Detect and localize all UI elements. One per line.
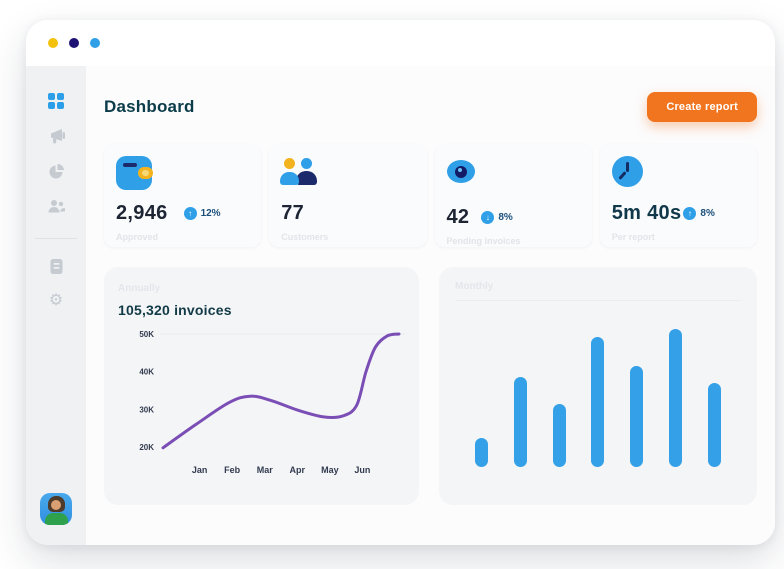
delta-badge: ↓ 8%	[481, 211, 513, 224]
annual-line-chart: 50K 40K 30K 20K Jan Feb Mar Apr May Jun	[139, 330, 405, 475]
stat-card-approved[interactable]: 2,946 ↑ 12% Approved	[104, 144, 262, 247]
sidebar-item-customers[interactable]	[45, 195, 67, 217]
svg-text:Jan: Jan	[192, 465, 208, 475]
app-window: ⚙ Dashboard Create report	[26, 20, 775, 545]
svg-text:30K: 30K	[139, 405, 154, 414]
megaphone-icon	[50, 128, 65, 143]
delta-percent: 8%	[700, 208, 715, 219]
document-icon	[50, 258, 62, 274]
sidebar-item-settings[interactable]: ⚙	[45, 290, 67, 312]
monthly-chart-card[interactable]: Monthly	[439, 267, 757, 505]
arrow-up-icon: ↑	[683, 207, 697, 220]
sidebar-item-invoices[interactable]	[45, 255, 67, 277]
svg-text:Mar: Mar	[257, 465, 274, 475]
stat-value: 5m 40s	[611, 202, 682, 224]
sidebar-item-analytics[interactable]	[45, 160, 67, 182]
svg-text:May: May	[321, 465, 339, 475]
annual-chart-subtitle: Annually	[118, 283, 161, 294]
delta-badge: ↑ 12%	[183, 207, 221, 220]
svg-text:Jun: Jun	[354, 465, 370, 475]
monthly-chart-divider	[455, 300, 741, 301]
bar	[669, 329, 683, 467]
sidebar: ⚙	[26, 66, 86, 545]
annual-chart-title: 105,320 invoices	[118, 302, 232, 318]
avatar-face	[51, 500, 61, 510]
stat-value: 77	[281, 202, 305, 224]
annual-chart-card[interactable]: Annually 105,320 invoices 50K 40K 30K 20K Ja…	[104, 267, 419, 505]
stat-card-customers[interactable]: 77 Customers	[269, 144, 427, 247]
monthly-bar-chart	[455, 315, 741, 467]
stat-label: Pending invoices	[446, 236, 521, 246]
bar	[707, 382, 721, 467]
traffic-light-navy-icon[interactable]	[69, 38, 79, 48]
svg-text:50K: 50K	[139, 330, 154, 339]
sidebar-item-dashboard[interactable]	[45, 90, 67, 112]
stat-label: Customers	[281, 232, 329, 242]
stat-card-time-per-report[interactable]: 5m 40s ↑ 8% Per report	[599, 144, 757, 247]
sidebar-item-announcements[interactable]	[45, 125, 67, 147]
page-title: Dashboard	[104, 97, 195, 116]
delta-badge: ↑ 8%	[683, 207, 715, 220]
clock-icon	[611, 156, 643, 187]
traffic-light-blue-icon[interactable]	[90, 38, 100, 48]
svg-text:Feb: Feb	[224, 465, 241, 475]
bar	[630, 366, 644, 467]
stat-card-pending-invoices[interactable]: 42 ↓ 8% Pending invoices	[434, 144, 592, 247]
sidebar-divider	[35, 238, 77, 239]
window-titlebar	[26, 20, 775, 66]
create-report-button[interactable]: Create report	[647, 92, 757, 122]
grid-icon	[48, 93, 64, 109]
stat-value: 2,946	[116, 202, 168, 224]
pie-chart-icon	[49, 163, 64, 178]
stats-row: 2,946 ↑ 12% Approved	[104, 144, 757, 247]
stat-value: 42	[446, 206, 470, 228]
monthly-chart-subtitle: Monthly	[455, 281, 494, 292]
gear-icon: ⚙	[48, 292, 64, 309]
svg-text:Apr: Apr	[290, 465, 306, 475]
arrow-up-icon: ↑	[183, 207, 197, 220]
wallet-icon	[116, 156, 153, 190]
users-icon	[48, 199, 65, 212]
main-content: Dashboard Create report 2,946 ↑ 1	[86, 66, 775, 545]
arrow-down-icon: ↓	[481, 211, 495, 224]
stat-label: Approved	[116, 232, 159, 242]
bar	[513, 377, 527, 467]
customers-icon	[280, 156, 321, 192]
delta-percent: 8%	[498, 212, 513, 223]
bar	[552, 403, 566, 467]
svg-text:40K: 40K	[139, 368, 154, 377]
page-header: Dashboard Create report	[104, 92, 757, 122]
delta-percent: 12%	[200, 208, 221, 219]
avatar-shirt	[45, 513, 68, 525]
charts-row: Annually 105,320 invoices 50K 40K 30K 20K Ja…	[104, 267, 757, 505]
bar	[591, 337, 605, 467]
traffic-light-yellow-icon[interactable]	[48, 38, 58, 48]
user-avatar[interactable]	[40, 493, 72, 525]
eye-icon	[446, 160, 475, 183]
svg-text:20K: 20K	[139, 443, 154, 452]
stat-label: Per report	[611, 232, 655, 242]
bar	[475, 438, 488, 467]
